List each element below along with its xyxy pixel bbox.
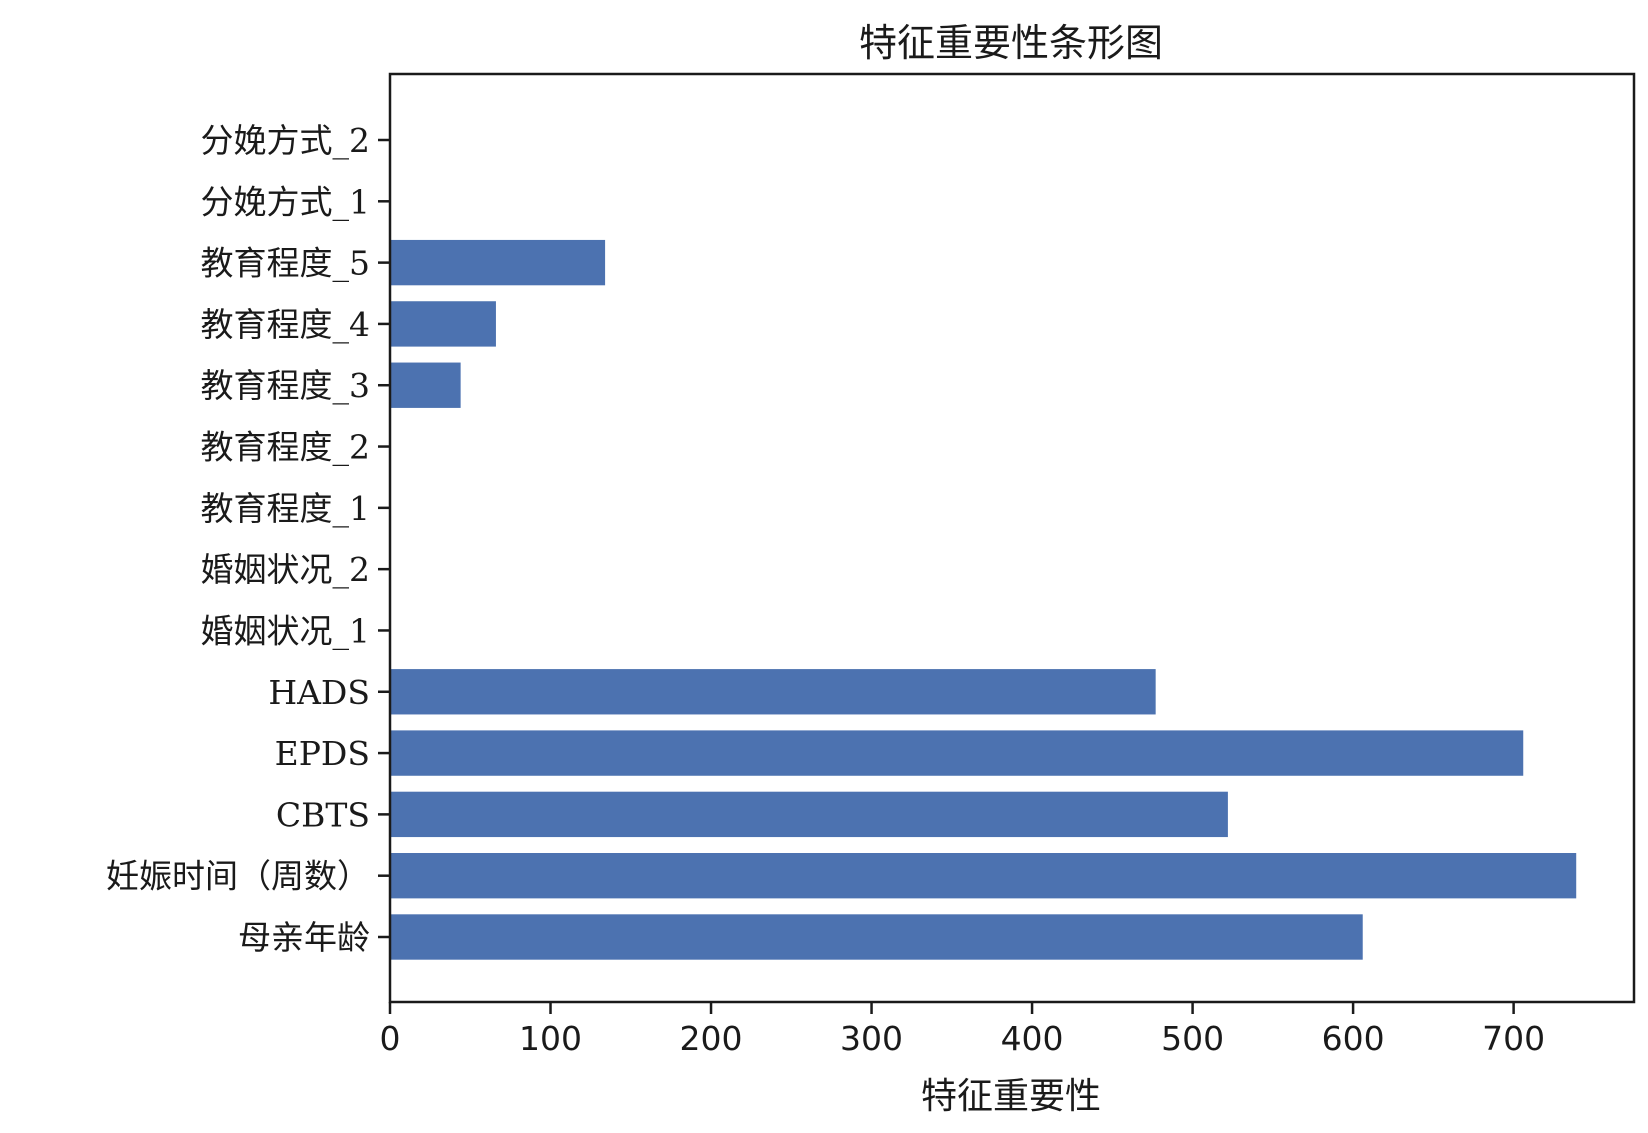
y-tick-label: 妊娠时间（周数） xyxy=(106,857,370,896)
y-tick-label: 分娩方式_1 xyxy=(201,182,371,222)
y-tick-label: 母亲年龄 xyxy=(238,918,370,957)
y-tick-label: 教育程度_5 xyxy=(201,244,371,284)
y-tick-label: CBTS xyxy=(276,795,370,834)
y-tick-label: 婚姻状况_2 xyxy=(201,550,371,590)
x-tick-label: 400 xyxy=(1001,1019,1064,1058)
y-tick-label: 教育程度_2 xyxy=(201,428,371,468)
chart-title: 特征重要性条形图 xyxy=(859,21,1163,65)
x-tick-label: 700 xyxy=(1482,1019,1545,1058)
y-tick-label: 教育程度_1 xyxy=(201,489,371,529)
y-tick-label: 教育程度_4 xyxy=(201,305,371,345)
bar xyxy=(390,730,1524,776)
bar xyxy=(390,791,1228,838)
bar xyxy=(390,669,1156,715)
bar xyxy=(390,914,1363,960)
bar xyxy=(390,362,461,408)
x-tick-label: 0 xyxy=(380,1019,401,1058)
y-axis-ticks: 母亲年龄 妊娠时间（周数） CBTS EPDS HADS 婚姻状况_1 婚姻状况_2 教育程度… xyxy=(106,121,390,957)
plot-frame xyxy=(388,72,1636,1004)
y-tick-label: 婚姻状况_1 xyxy=(201,611,371,651)
x-axis-label: 特征重要性 xyxy=(921,1076,1101,1117)
x-tick-label: 200 xyxy=(680,1019,743,1058)
bars-group xyxy=(390,239,1577,960)
x-tick-label: 100 xyxy=(519,1019,582,1058)
bar xyxy=(390,239,606,286)
bar xyxy=(390,853,1577,899)
y-tick-label: 教育程度_3 xyxy=(201,366,371,406)
x-tick-label: 600 xyxy=(1322,1019,1385,1058)
y-tick-label: EPDS xyxy=(275,734,370,773)
bar xyxy=(390,301,496,347)
y-tick-label: 分娩方式_2 xyxy=(201,121,371,161)
x-tick-label: 500 xyxy=(1161,1019,1224,1058)
x-tick-label: 300 xyxy=(840,1019,903,1058)
y-tick-label: HADS xyxy=(268,673,370,712)
x-axis-ticks: 0 100 200 300 400 500 600 700 xyxy=(380,1002,1545,1058)
